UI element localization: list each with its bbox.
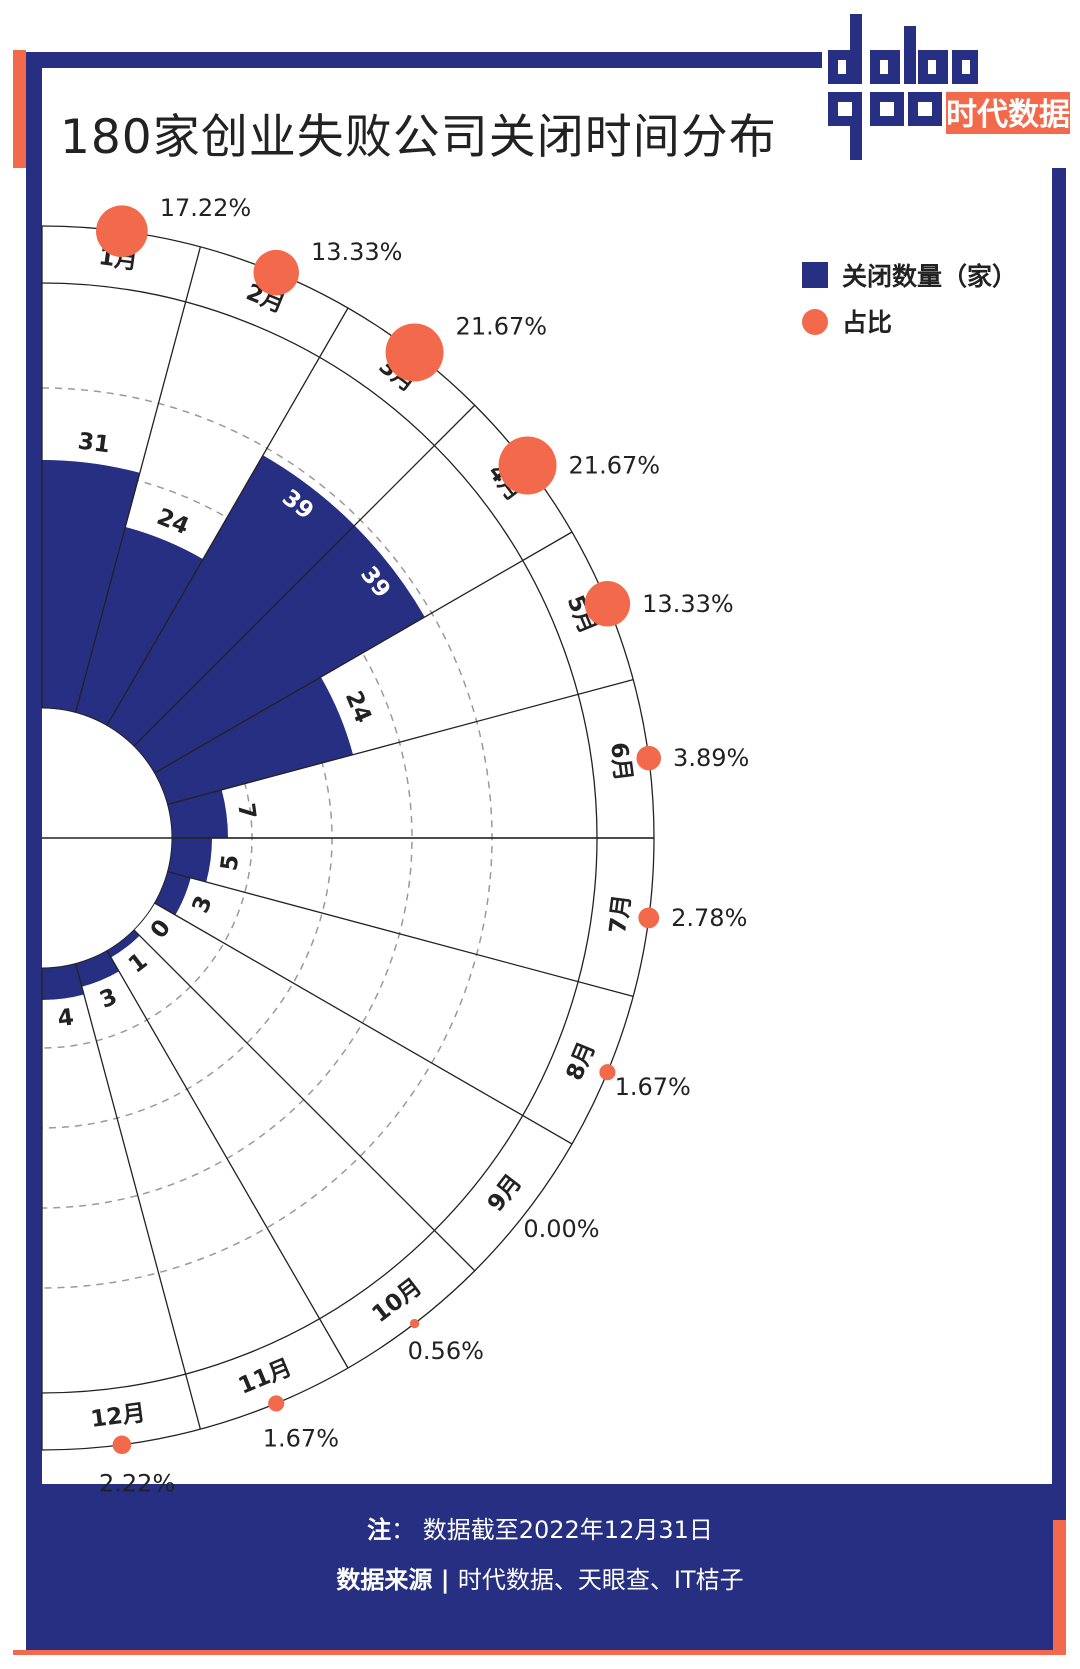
bar-8 [154,871,191,915]
share-label-10: 0.56% [408,1337,484,1365]
legend-swatch-share [802,309,828,335]
logo-brand-text: 时代数据 [946,97,1070,133]
value-label-2: 24 [153,504,193,540]
value-label-10: 1 [124,948,153,978]
legend-swatch-count [802,262,828,288]
month-label-7: 7月 [605,893,636,935]
share-label-2: 13.33% [311,238,403,266]
value-label-8: 3 [188,892,218,917]
spoke-3 [133,404,476,747]
bar-6 [167,789,228,838]
month-label-10: 10月 [367,1274,426,1328]
share-label-1: 17.22% [160,194,252,222]
spoke-10 [106,950,349,1369]
share-label-3: 21.67% [456,312,548,340]
bar-10 [107,929,140,958]
bar-7 [167,838,212,882]
share-label-6: 3.89% [673,744,749,772]
spoke-11 [75,963,202,1430]
share-dot-6 [636,745,662,771]
share-label-9: 0.00% [523,1215,599,1243]
share-label-8: 1.67% [615,1073,691,1101]
bar-11 [75,950,119,987]
value-label-11: 3 [96,984,121,1014]
share-dot-10 [409,1318,420,1329]
grid-arc-3 [41,467,413,1209]
note-label: 注 [367,1516,392,1544]
spoke-layer [41,225,655,1451]
month-label-9: 9月 [483,1170,527,1217]
bar-5 [154,677,354,805]
source-text: 时代数据、天眼查、IT桔子 [457,1566,744,1594]
share-dot-3 [385,323,444,382]
share-dot-11 [268,1395,285,1412]
value-label-7: 5 [216,853,244,872]
spoke-4 [154,531,573,774]
footer-source: 数据来源 | 时代数据、天眼查、IT桔子 [0,1560,1080,1595]
spoke-9 [133,929,476,1272]
share-label-12: 2.22% [99,1470,175,1498]
bar-1 [42,460,140,713]
share-dot-8 [599,1064,616,1081]
legend-label-share: 占比 [842,308,892,337]
month-label-12: 12月 [89,1400,147,1433]
month-label-8: 8月 [562,1038,601,1084]
value-label-6: 7 [232,801,260,820]
orange-accent-top-left [13,50,26,168]
bar-2 [75,526,203,726]
legend: 关闭数量（家） 占比 [802,262,1017,337]
datagood-logo: 时代数据 [822,8,1072,168]
value-label-5: 24 [340,687,376,727]
spoke-7 [167,871,634,998]
month-label-11: 11月 [235,1355,296,1400]
share-dot-7 [638,907,660,929]
share-label-7: 2.78% [671,904,747,932]
bar-4 [133,525,425,773]
legend-label-count: 关闭数量（家） [842,262,1017,291]
bar-layer [42,455,425,1000]
share-dot-4 [498,436,557,495]
spoke-1 [75,246,202,713]
spoke-2 [106,307,349,726]
chart-title: 180家创业失败公司关闭时间分布 [60,110,777,165]
share-label-11: 1.67% [263,1425,339,1453]
source-label: 数据来源 [336,1566,433,1594]
bar-12 [42,963,84,1000]
note-text: ： 数据截至2022年12月31日 [391,1516,713,1544]
value-label-9: 0 [146,915,176,944]
value-label-12: 4 [56,1005,75,1033]
spoke-8 [154,902,573,1145]
share-dot-5 [584,581,631,627]
label-layer: 1月3117.22%2月2413.33%3月3921.67%4月3921.67%… [56,194,749,1498]
share-label-5: 13.33% [642,590,734,618]
dot-layer [96,205,662,1455]
source-separator: | [432,1566,458,1594]
bar-3 [107,455,355,747]
share-label-4: 21.67% [569,451,661,479]
value-label-1: 31 [76,428,111,458]
spoke-5 [167,678,634,805]
orange-accent-bottom [13,1650,1066,1655]
month-label-6: 6月 [605,741,636,783]
share-dot-1 [96,205,148,258]
share-dot-2 [253,249,299,296]
share-dot-12 [112,1435,132,1455]
footer-note: 注： 数据截至2022年12月31日 [0,1510,1080,1545]
orange-accent-bottom-right [1053,1520,1066,1652]
